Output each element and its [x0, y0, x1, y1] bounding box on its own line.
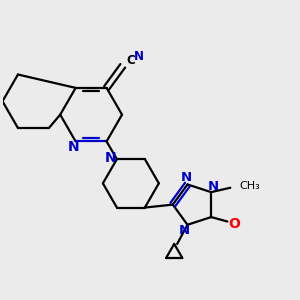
Text: N: N — [179, 224, 190, 237]
Text: N: N — [180, 172, 192, 184]
Text: CH₃: CH₃ — [239, 181, 260, 191]
Text: O: O — [228, 217, 240, 231]
Text: N: N — [105, 151, 116, 165]
Text: C: C — [126, 54, 135, 67]
Text: N: N — [68, 140, 80, 154]
Text: N: N — [208, 180, 219, 194]
Text: N: N — [134, 50, 144, 64]
